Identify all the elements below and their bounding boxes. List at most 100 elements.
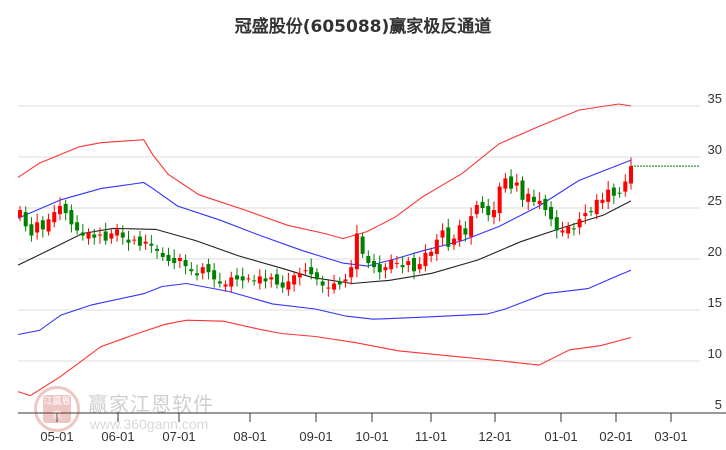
- candle-down: [611, 187, 616, 196]
- candle-up: [394, 263, 399, 265]
- candle-up: [606, 189, 611, 202]
- candle-down: [217, 281, 222, 284]
- candle-up: [326, 287, 331, 289]
- candle-up: [514, 182, 519, 186]
- x-tick-label: 06-01: [101, 429, 134, 444]
- candle-up: [491, 210, 496, 218]
- candle-down: [160, 252, 165, 257]
- candle-down: [554, 217, 559, 231]
- candle-up: [177, 257, 182, 262]
- candle-up: [383, 267, 388, 271]
- candle-up: [629, 166, 633, 184]
- candle-up: [332, 283, 337, 290]
- candle-down: [75, 222, 80, 231]
- candle-down: [543, 198, 548, 211]
- x-tick-label: 01-01: [544, 429, 577, 444]
- candle-up: [600, 199, 605, 203]
- candle-up: [286, 281, 291, 290]
- y-tick-label: 30: [708, 142, 722, 157]
- candle-down: [149, 243, 154, 246]
- candle-down: [589, 211, 594, 213]
- candle-down: [366, 255, 371, 264]
- candle-up: [109, 233, 114, 239]
- candle-down: [337, 281, 342, 285]
- candle-down: [103, 231, 108, 241]
- candle-up: [97, 234, 102, 236]
- candle-down: [240, 276, 245, 281]
- candle-down: [480, 201, 485, 208]
- candle-down: [617, 192, 622, 194]
- candle-down: [172, 257, 177, 264]
- candle-down: [412, 257, 417, 272]
- candle-up: [423, 252, 428, 267]
- candle-up: [115, 229, 120, 236]
- inner_upper-line: [17, 159, 632, 267]
- candle-down: [263, 278, 268, 282]
- candle-down: [252, 280, 257, 282]
- candle-up: [143, 241, 148, 244]
- middle-line: [17, 200, 632, 285]
- candle-down: [126, 239, 131, 243]
- candle-up: [349, 267, 354, 278]
- candle-down: [212, 270, 217, 280]
- candle-up: [297, 273, 302, 278]
- candle-up: [35, 222, 40, 233]
- candle-up: [200, 267, 205, 274]
- candle-down: [486, 205, 491, 216]
- candle-up: [257, 276, 262, 284]
- candle-down: [446, 227, 451, 247]
- candle-up: [46, 219, 51, 232]
- candle-down: [63, 203, 68, 214]
- x-tick-label: 05-01: [40, 429, 73, 444]
- candle-up: [526, 193, 531, 202]
- candle-up: [474, 204, 479, 215]
- candle-up: [52, 212, 57, 223]
- x-tick-label: 09-01: [299, 429, 332, 444]
- y-tick-label: 15: [708, 295, 722, 310]
- candle-up: [503, 178, 508, 189]
- candle-up: [223, 284, 228, 287]
- candle-down: [571, 228, 576, 230]
- candle-down: [155, 248, 160, 251]
- candle-up: [429, 251, 434, 256]
- candle-up: [389, 260, 394, 270]
- candle-up: [269, 277, 274, 280]
- candle-up: [560, 230, 565, 233]
- candle-down: [372, 261, 377, 268]
- candle-up: [303, 270, 308, 272]
- outer_lower-line: [17, 319, 632, 397]
- candle-down: [206, 264, 211, 273]
- x-tick-label: 08-01: [233, 429, 266, 444]
- candle-down: [377, 264, 382, 273]
- candle-up: [457, 225, 462, 241]
- x-tick-label: 12-01: [478, 429, 511, 444]
- candle-up: [623, 181, 628, 192]
- candle-down: [463, 228, 468, 235]
- candle-up: [18, 210, 22, 218]
- candle-down: [509, 176, 514, 189]
- x-tick-label: 02-01: [599, 429, 632, 444]
- candle-up: [343, 279, 348, 282]
- y-tick-label: 35: [708, 91, 722, 106]
- candle-up: [594, 199, 599, 215]
- candle-up: [417, 264, 422, 270]
- candle-down: [29, 224, 34, 236]
- candle-down: [120, 232, 125, 238]
- x-tick-label: 07-01: [162, 429, 195, 444]
- candle-up: [354, 233, 359, 270]
- y-tick-label: 10: [708, 346, 722, 361]
- y-tick-label: 25: [708, 193, 722, 208]
- candle-down: [320, 281, 325, 286]
- candle-up: [132, 239, 137, 241]
- candle-up: [406, 261, 411, 266]
- candle-up: [57, 205, 62, 215]
- candle-down: [189, 269, 194, 272]
- candle-up: [451, 238, 456, 245]
- candle-down: [400, 265, 405, 268]
- candle-down: [234, 275, 239, 280]
- candle-up: [469, 216, 474, 237]
- candle-up: [537, 200, 542, 204]
- candle-down: [520, 180, 525, 200]
- inner_lower-line: [17, 269, 632, 336]
